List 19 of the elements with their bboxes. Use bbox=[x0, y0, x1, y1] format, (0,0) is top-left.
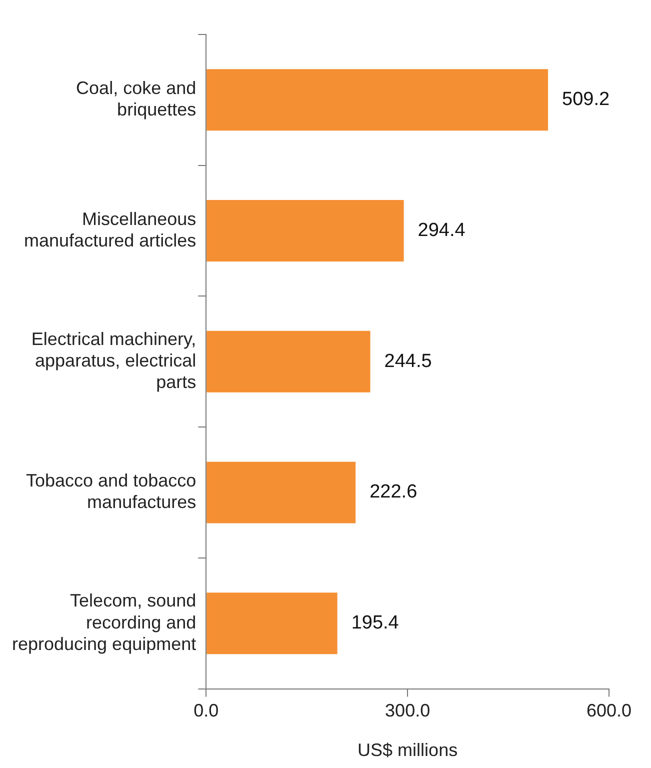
x-tick-label: 300.0 bbox=[385, 700, 430, 721]
y-tick-label: Coal, coke and briquettes bbox=[76, 78, 196, 120]
x-tick-label: 0.0 bbox=[194, 700, 219, 721]
bar bbox=[206, 69, 548, 131]
y-tick-label: Telecom, sound recording and reproducing equipment bbox=[12, 590, 196, 654]
x-axis-title: US$ millions bbox=[358, 740, 458, 760]
data-label: 195.4 bbox=[351, 612, 400, 634]
x-tick-label: 600.0 bbox=[586, 700, 632, 721]
data-label: 244.5 bbox=[384, 350, 432, 372]
data-label: 222.6 bbox=[370, 482, 418, 503]
data-label: 509.2 bbox=[562, 89, 610, 110]
bar bbox=[206, 462, 356, 524]
y-tick-label: Electrical machinery, apparatus, electrical parts bbox=[31, 328, 196, 392]
bar bbox=[206, 592, 338, 654]
y-tick-label: Miscellaneous manufactured articles bbox=[24, 208, 196, 250]
data-label: 294.4 bbox=[418, 220, 466, 241]
y-tick-label: Tobacco and tobacco manufactures bbox=[26, 470, 196, 512]
bar bbox=[206, 330, 370, 392]
bar bbox=[206, 200, 404, 262]
